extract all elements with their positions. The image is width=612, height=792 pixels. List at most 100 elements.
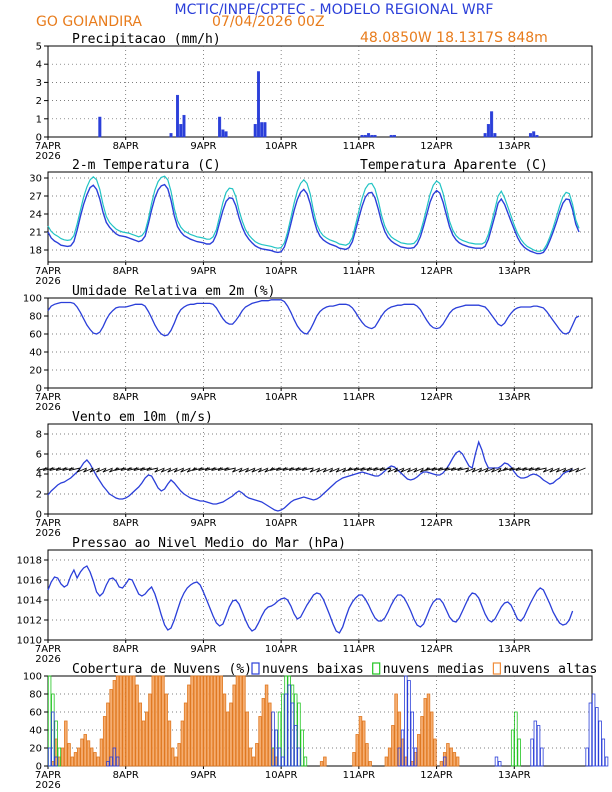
- wind-barb: [353, 467, 366, 471]
- wind-barb-flag: [232, 468, 236, 473]
- wind-barb: [575, 467, 586, 473]
- cloud-bar: [167, 720, 172, 767]
- wind-barb: [76, 467, 88, 473]
- precip-bar: [221, 129, 225, 138]
- cloud-bar: [132, 675, 136, 767]
- cloud-bar: [268, 702, 272, 767]
- cloud-bar: [352, 752, 356, 767]
- x-tick-label: 7APR: [35, 392, 61, 403]
- y-tick-label: 40: [29, 348, 42, 359]
- wind-barb-flag: [301, 467, 306, 471]
- precip-bar: [483, 133, 487, 138]
- x-tick-label: 9APR: [190, 518, 216, 529]
- cloud-bar: [429, 711, 434, 767]
- y-tick-label: 40: [29, 726, 42, 737]
- x-tick-label: 11APR: [343, 770, 376, 781]
- x-tick-label: 13APR: [498, 141, 531, 152]
- wind-barb: [347, 467, 359, 471]
- panel-clouds: 0 20 40 60 80 100 7APR 8APR 9APR 10APR 11APR 12APR 1…: [23, 662, 609, 791]
- cloud-bar: [109, 756, 113, 767]
- cloud-bar: [274, 729, 279, 767]
- y-tick-label: 2: [36, 96, 42, 107]
- wind-barb: [258, 467, 269, 473]
- precip-bar: [218, 116, 222, 138]
- wind-barb: [224, 467, 236, 471]
- x-tick-label: 12APR: [420, 141, 453, 152]
- series-line-0: [47, 299, 580, 337]
- wind-barb: [471, 467, 483, 473]
- cloud-bar: [365, 743, 369, 767]
- wind-barb-flag: [114, 467, 118, 471]
- wind-barb-flag: [342, 468, 346, 473]
- wind-barb: [335, 467, 347, 473]
- x-tick-label: 10APR: [265, 392, 298, 403]
- cloud-series-2: [47, 675, 609, 767]
- wind-barb-flag: [555, 468, 560, 473]
- cloud-bar: [595, 707, 599, 767]
- wind-barb: [562, 467, 573, 473]
- wind-barb: [457, 467, 470, 471]
- precip-bar: [169, 133, 173, 138]
- precip-bar: [360, 134, 364, 138]
- cloud-bar: [413, 747, 418, 767]
- cloud-bar: [391, 725, 395, 767]
- x-tick-label: 12APR: [420, 266, 453, 277]
- cloud-bar: [235, 675, 240, 767]
- cloud-bar: [455, 756, 460, 767]
- cloud-bar: [598, 720, 602, 767]
- panel-title: 2-m Temperatura (C): [72, 158, 221, 173]
- station-name: GO GOIANDIRA: [36, 14, 142, 30]
- cloud-bar: [60, 747, 65, 767]
- series-line-0: [47, 183, 580, 255]
- wind-barb-flag: [245, 468, 249, 473]
- chart-header-title: MCTIC/INPE/CPTEC - MODELO REGIONAL WRF: [175, 2, 494, 18]
- wind-barb-flag: [471, 468, 476, 473]
- panel-title: Pressao ao Nivel Medio do Mar (hPa): [72, 536, 346, 551]
- x-tick-label: 8APR: [113, 770, 139, 781]
- cloud-bar: [281, 693, 285, 767]
- x-tick-label: 9APR: [190, 392, 216, 403]
- x-axis-year: 2026: [35, 528, 60, 539]
- wind-barb: [509, 467, 521, 471]
- panel-humidity: 0 20 40 60 80 100 7APR 8APR 9APR 10APR 11APR 12APR 1…: [23, 284, 593, 413]
- x-tick-label: 9APR: [190, 770, 216, 781]
- x-axis-year: 2026: [35, 780, 60, 791]
- precip-bar: [98, 116, 102, 138]
- wind-barb: [161, 467, 172, 473]
- y-tick-label: 1016: [17, 576, 42, 587]
- x-tick-label: 8APR: [113, 266, 139, 277]
- wind-barb: [173, 467, 185, 473]
- cloud-bar: [99, 738, 104, 767]
- y-tick-label: 1014: [17, 596, 42, 607]
- wind-barb-flag: [68, 467, 73, 471]
- wind-barb: [102, 467, 113, 473]
- station-coords: 48.0850W 18.1317S 848m: [360, 30, 548, 46]
- wind-barb-flag: [217, 467, 222, 471]
- wind-barb: [438, 467, 450, 471]
- wind-barb-flag: [154, 468, 159, 473]
- wind-barb-flag: [269, 467, 274, 471]
- wind-barb: [413, 467, 424, 473]
- x-tick-label: 13APR: [498, 266, 531, 277]
- cloud-bar: [183, 702, 188, 767]
- x-tick-label: 13APR: [498, 392, 531, 403]
- wind-barb: [515, 467, 528, 471]
- wind-barb-flag: [140, 467, 144, 471]
- wind-barb-flag: [522, 467, 526, 471]
- wind-barb-flag: [198, 467, 202, 471]
- y-tick-label: 4: [36, 470, 42, 481]
- wind-barb-flag: [491, 468, 495, 473]
- cloud-bar: [497, 761, 502, 767]
- wind-barb-flag: [258, 468, 262, 473]
- cloud-bar: [125, 675, 130, 767]
- y-tick-label: 1012: [17, 616, 42, 627]
- cloud-bar: [423, 698, 427, 767]
- panel-wind: 0 2 4 6 8 7APR 8APR 9APR 10APR 11APR 12APR 13APR 202…: [35, 410, 593, 539]
- precip-bar: [363, 134, 367, 138]
- x-tick-label: 11APR: [343, 392, 376, 403]
- wind-barb-flag: [191, 467, 196, 471]
- precip-bar: [256, 71, 260, 138]
- wind-barb: [167, 467, 178, 473]
- cloud-bar: [196, 675, 201, 767]
